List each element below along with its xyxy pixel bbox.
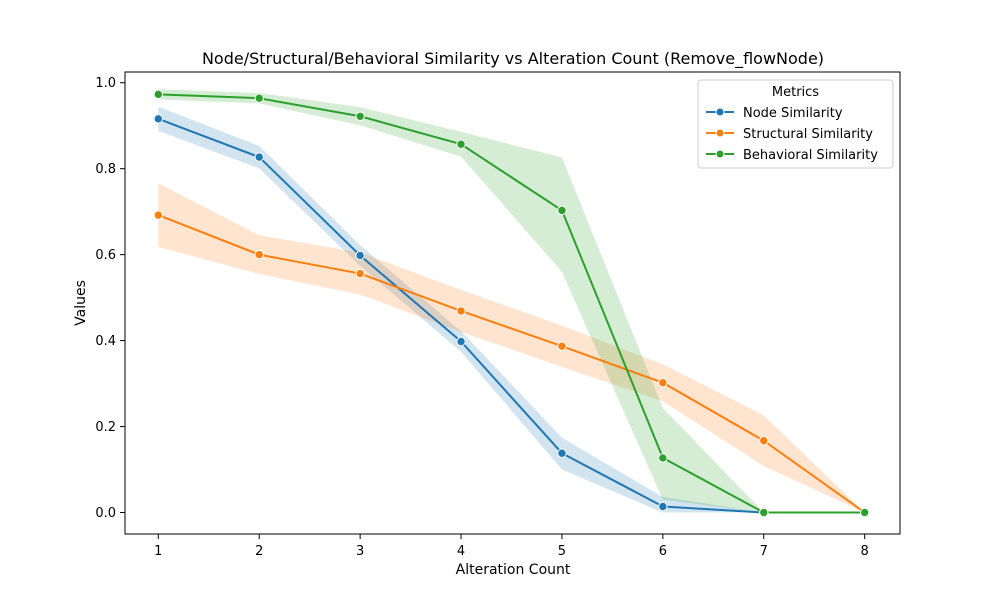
x-tick-label: 5	[558, 544, 566, 559]
y-tick-label: 0.4	[95, 334, 116, 349]
behavioral-similarity-point	[557, 205, 567, 216]
behavioral-similarity-ci-band	[158, 89, 865, 513]
node-similarity-point	[557, 448, 567, 458]
node-similarity-point	[658, 501, 668, 512]
legend-label-behavioral-similarity: Behavioral Similarity	[743, 148, 878, 163]
chart-title: Node/Structural/Behavioral Similarity vs…	[202, 49, 824, 69]
node-similarity-ci-band	[158, 106, 764, 513]
structural-similarity-point	[355, 268, 365, 279]
behavioral-similarity-point	[355, 111, 365, 121]
node-similarity-point	[355, 250, 365, 261]
behavioral-similarity-point	[759, 507, 769, 518]
x-tick-label: 4	[457, 544, 465, 559]
legend-marker-behavioral-similarity	[715, 149, 725, 159]
y-tick-label: 0.6	[95, 248, 116, 263]
structural-similarity-point	[658, 378, 668, 388]
x-tick-label: 3	[356, 544, 364, 559]
legend: Metrics Node Similarity Structural Similar…	[697, 79, 894, 169]
plot-area-frame	[124, 71, 901, 535]
y-axis-label: Values	[73, 280, 89, 326]
behavioral-similarity-point	[859, 507, 870, 518]
y-axis: 0.0 0.2 0.4 0.6 0.8 1.0	[95, 76, 125, 521]
x-tick-label: 2	[255, 544, 263, 559]
behavioral-similarity-point	[456, 139, 466, 149]
x-tick-label: 8	[861, 544, 869, 559]
series-points	[153, 89, 870, 518]
node-similarity-point	[456, 336, 466, 347]
x-tick-label: 6	[659, 544, 667, 559]
legend-label-node-similarity: Node Similarity	[743, 106, 843, 121]
x-axis-label: Alteration Count	[456, 562, 571, 578]
legend-box	[697, 79, 894, 169]
legend-label-structural-similarity: Structural Similarity	[743, 127, 873, 142]
legend-marker-node-similarity	[715, 107, 725, 117]
structural-similarity-point	[456, 306, 466, 316]
x-tick-label: 1	[154, 544, 162, 559]
structural-similarity-point	[759, 436, 769, 446]
node-similarity-point	[153, 114, 164, 124]
structural-similarity-ci-band	[158, 183, 865, 513]
structural-similarity-line	[157, 214, 866, 514]
confidence-bands	[158, 89, 865, 513]
x-tick-label: 7	[760, 544, 768, 559]
x-axis: 1 2 3 4 5 6 7 8	[154, 534, 869, 559]
behavioral-similarity-point	[254, 93, 264, 103]
behavioral-similarity-point	[153, 89, 164, 100]
y-tick-label: 0.0	[95, 506, 116, 521]
behavioral-similarity-line	[158, 93, 865, 514]
behavioral-similarity-point	[658, 453, 668, 463]
structural-similarity-point	[254, 249, 264, 260]
node-similarity-point	[254, 152, 264, 162]
y-tick-label: 0.8	[95, 162, 116, 177]
legend-marker-structural-similarity	[715, 128, 725, 138]
y-tick-label: 0.2	[95, 420, 116, 435]
structural-similarity-point	[153, 210, 164, 220]
legend-title: Metrics	[772, 85, 819, 100]
structural-similarity-point	[557, 341, 567, 351]
y-tick-label: 1.0	[95, 76, 116, 91]
